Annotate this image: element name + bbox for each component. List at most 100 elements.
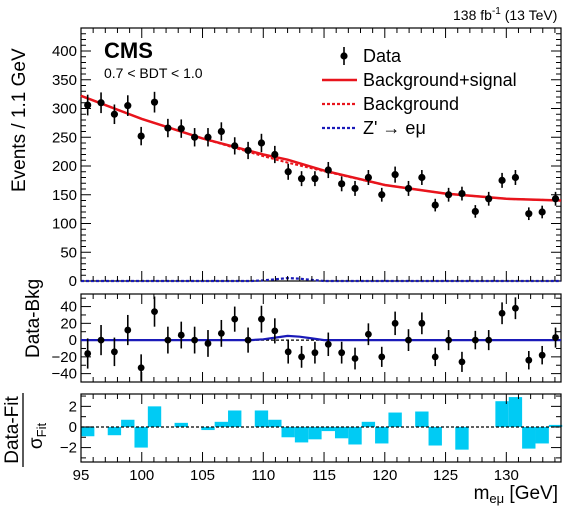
residual-panel-frame (80, 293, 562, 383)
pull-bar (134, 426, 148, 448)
pull-bar (228, 410, 242, 427)
x-axis-label-sub: eμ (489, 491, 504, 506)
x-axis-label-main: m (474, 483, 490, 504)
legend-marker-data (340, 52, 348, 60)
data-point (164, 124, 172, 132)
pull-y-axis: −2 0 2 (60, 395, 561, 459)
category-label: 0.7 < BDT < 1.0 (104, 65, 203, 81)
residual-y-tick-label: −40 (52, 366, 77, 383)
x-tick-label: 95 (73, 467, 90, 484)
data-point (431, 201, 439, 209)
lumi-unit-sup: -1 (492, 6, 501, 17)
residual-point (311, 349, 319, 357)
pull-bar (428, 426, 442, 446)
data-point (351, 184, 359, 193)
pull-bar (348, 426, 362, 445)
x-axis-label-unit: [GeV] (504, 483, 558, 504)
pull-y-label-denominator: σFit (26, 423, 49, 450)
data-point (297, 175, 306, 183)
data-point (485, 195, 493, 203)
pull-bar (308, 426, 322, 440)
residual-point (525, 356, 533, 364)
pull-y-tick-label: 0 (69, 419, 77, 436)
x-tick-label: 110 (251, 467, 275, 484)
residual-y-tick-label: 0 (69, 332, 77, 349)
pull-bar (495, 401, 509, 427)
pull-y-label-sigma-sub: Fit (34, 423, 49, 438)
residual-point (391, 319, 399, 327)
data-point (257, 139, 266, 147)
legend-label-background: Background (363, 94, 459, 114)
pull-bar (508, 397, 523, 427)
data-point (338, 180, 346, 188)
residual-point (378, 353, 386, 361)
residual-point (445, 336, 452, 344)
data-point (404, 184, 413, 193)
x-tick-label: 115 (312, 467, 336, 484)
main-y-tick-label: 50 (60, 244, 77, 261)
x-axis-label: meμ [GeV] (474, 483, 558, 506)
pull-bar (535, 426, 549, 444)
pull-y-label-numerator: Data-Fit (2, 396, 23, 464)
residual-point (552, 334, 559, 341)
data-point (191, 133, 199, 141)
residual-point (471, 336, 479, 344)
data-point (84, 101, 92, 109)
residual-point (177, 331, 185, 339)
data-point (418, 173, 426, 182)
legend: Data Background+signal Background Z' → eμ (322, 46, 517, 138)
main-data-points (84, 91, 560, 221)
residual-point (191, 336, 199, 344)
pull-bar (415, 411, 429, 427)
residual-point (231, 315, 239, 323)
main-y-axis-label: Events / 1.1 GeV (9, 48, 30, 192)
x-tick-label: 120 (372, 467, 397, 484)
data-point (177, 125, 185, 133)
x-axis: 95 100 105 110 115 120 125 130 (73, 28, 556, 484)
pull-bar (548, 424, 563, 427)
pull-bar (254, 410, 269, 427)
main-y-tick-label: 350 (52, 72, 77, 89)
data-point (458, 190, 466, 198)
residual-curves (81, 334, 561, 342)
residual-y-tick-label: −20 (52, 349, 77, 366)
residual-point (351, 355, 359, 362)
pull-bar (321, 426, 335, 432)
x-tick-label: 125 (433, 467, 458, 484)
x-tick-label: 100 (129, 467, 154, 484)
pull-bar (214, 421, 229, 427)
main-panel: 0 50 100 150 200 250 300 350 400 CMS 0.7 < BDT <… (9, 27, 562, 290)
main-y-tick-label: 150 (52, 187, 77, 204)
residual-point (418, 319, 426, 327)
legend-label-data: Data (363, 46, 402, 66)
pull-panel: −202 95 100 105 110 115 120 125 130 Data-Fit σF… (2, 28, 563, 484)
residual-point (217, 329, 225, 337)
residual-point (244, 336, 252, 344)
x-tick-label: 130 (494, 467, 519, 484)
residual-data-points (84, 296, 559, 382)
residual-y-tick-label: 40 (60, 299, 77, 316)
pull-bar (455, 426, 469, 450)
residual-point (338, 349, 346, 357)
data-point (271, 150, 279, 159)
data-point (525, 210, 533, 218)
residual-point (458, 358, 466, 366)
data-point (244, 146, 252, 155)
residual-point (431, 353, 439, 361)
pull-bar (361, 421, 376, 427)
data-point (97, 99, 105, 107)
main-curves (80, 94, 562, 283)
residual-y-axis-label: Data-Bkg (23, 279, 44, 358)
data-point (498, 176, 506, 184)
pull-y-tick-label: 2 (69, 398, 77, 415)
legend-label-background-signal: Background+signal (363, 70, 517, 90)
residual-point (111, 348, 118, 356)
lumi-label: 138 fb-1 (13 TeV) (453, 6, 557, 23)
data-point (204, 133, 212, 141)
data-point (124, 102, 132, 110)
pull-bar (388, 412, 402, 427)
data-point (324, 166, 332, 174)
main-y-axis: 0 50 100 150 200 250 300 350 400 (52, 33, 561, 290)
